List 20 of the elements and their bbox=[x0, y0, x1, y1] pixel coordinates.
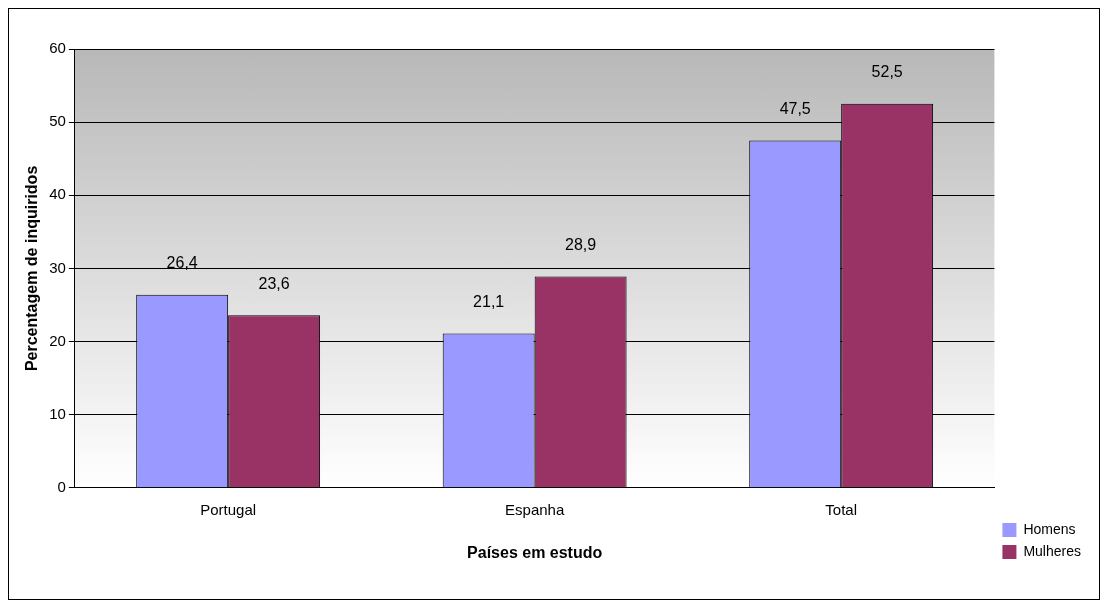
y-tick-label: 20 bbox=[49, 331, 66, 349]
legend-label: Homens bbox=[1023, 520, 1076, 537]
y-axis-title: Percentagem de inquiridos bbox=[23, 165, 41, 372]
x-axis-title: Países em estudo bbox=[467, 543, 603, 561]
y-tick-label: 60 bbox=[49, 39, 66, 57]
x-tick-label: Espanha bbox=[505, 500, 565, 518]
x-tick-label: Portugal bbox=[200, 500, 257, 518]
data-label: 52,5 bbox=[871, 63, 903, 81]
data-label: 26,4 bbox=[166, 254, 198, 272]
y-tick-label: 30 bbox=[49, 258, 66, 276]
y-tick-label: 50 bbox=[49, 112, 66, 130]
legend-label: Mulheres bbox=[1023, 542, 1082, 559]
data-label: 23,6 bbox=[258, 274, 290, 292]
data-label: 21,1 bbox=[473, 292, 505, 310]
y-tick-label: 40 bbox=[49, 185, 66, 203]
data-label: 28,9 bbox=[565, 235, 597, 253]
y-tick-label: 10 bbox=[49, 404, 66, 422]
data-label: 47,5 bbox=[779, 99, 811, 117]
y-tick-label: 0 bbox=[57, 477, 66, 495]
x-tick-label: Total bbox=[825, 500, 858, 518]
